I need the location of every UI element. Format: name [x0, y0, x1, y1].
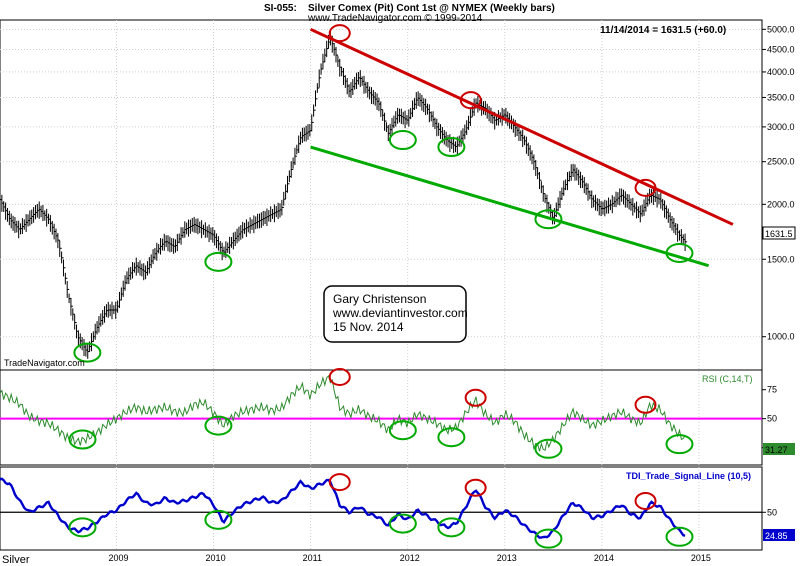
price-tick-label: 1000.0	[767, 332, 795, 342]
tdi-top-marker	[328, 473, 351, 492]
rsi-bottom-marker	[437, 427, 466, 448]
axis-labels: 2009 2010 2011 2012 2013 2014 2015 1000.0 1500.0…	[108, 24, 794, 563]
tdi-top-marker	[464, 478, 487, 497]
trendline	[309, 27, 734, 226]
price-top-marker	[634, 178, 657, 197]
rsi-top-marker	[634, 395, 657, 414]
circle-markers	[68, 24, 694, 549]
x-tick-label: 2014	[594, 553, 614, 563]
price-bars	[0, 31, 688, 359]
tdi-series	[0, 477, 686, 539]
price-bottom-marker	[437, 137, 466, 158]
watermark: TradeNavigator.com	[4, 358, 85, 368]
rsi-bottom-marker	[68, 429, 97, 450]
price-tick-label: 1500.0	[767, 254, 795, 264]
price-bottom-marker	[534, 209, 563, 230]
rsi-tick-label: 75	[767, 385, 777, 395]
x-tick-label: 2010	[206, 553, 226, 563]
price-tick-label: 5000.0	[767, 24, 795, 34]
annotation-box	[323, 285, 467, 343]
tdi-last-tag	[763, 529, 795, 541]
price-tick-label: 4500.0	[767, 44, 795, 54]
tdi-label: TDI_Trade_Signal_Line (10,5)	[626, 471, 751, 481]
tdi-top-marker	[634, 491, 657, 510]
rsi-bottom-marker	[204, 415, 233, 436]
rsi-tick-label: 50	[767, 414, 777, 424]
chart-copyright: www.TradeNavigator.com © 1999-2014	[307, 13, 483, 24]
x-tick-label: 2009	[108, 553, 128, 563]
trendline	[310, 145, 710, 268]
annotation-line-2: www.deviantinvestor.com	[332, 306, 468, 320]
annotation-line-3: 15 Nov. 2014	[333, 320, 404, 334]
rsi-panel	[0, 369, 763, 466]
last-price-tag	[762, 226, 796, 240]
price-tick-label: 4000.0	[767, 67, 795, 77]
trendlines	[309, 27, 734, 268]
x-tick-label: 2015	[691, 553, 711, 563]
x-tick-label: 2012	[400, 553, 420, 563]
indicator-level-lines	[0, 417, 762, 513]
rsi-label: RSI (C,14,T)	[702, 374, 753, 384]
rsi-line	[0, 374, 686, 452]
grid-lines	[0, 20, 762, 550]
chart-symbol: SI-055:	[264, 3, 297, 14]
tdi-bottom-marker	[665, 526, 694, 547]
tdi-bottom-marker	[437, 517, 466, 538]
tdi-panel	[0, 466, 763, 551]
tdi-bottom-marker	[204, 509, 233, 530]
tdi-tick-label: 50	[767, 507, 777, 517]
instrument-name: Silver	[2, 554, 30, 566]
x-tick-label: 2013	[497, 553, 517, 563]
last-quote: 11/14/2014 = 1631.5 (+60.0)	[600, 25, 726, 36]
price-bottom-marker	[73, 342, 102, 363]
rsi-series	[0, 374, 686, 452]
chart-title: Silver Comex (Pit) Cont 1st @ NYMEX (Wee…	[308, 3, 555, 14]
tdi-line	[0, 477, 686, 539]
tdi-bottom-marker	[68, 517, 97, 538]
rsi-bottom-marker	[665, 434, 694, 455]
price-tick-label: 2000.0	[767, 199, 795, 209]
tdi-last-value: 24.85	[765, 531, 788, 541]
price-tick-label: 2500.0	[767, 157, 795, 167]
rsi-bottom-marker	[388, 420, 417, 441]
price-bottom-marker	[388, 130, 417, 151]
price-tick-label: 3000.0	[767, 122, 795, 132]
annotation-line-1: Gary Christenson	[333, 292, 426, 306]
last-price-label: 1631.5	[765, 229, 793, 239]
price-bottom-marker	[204, 251, 233, 272]
rsi-last-tag	[763, 443, 795, 455]
rsi-last-value: 31.27	[765, 445, 788, 455]
x-tick-label: 2011	[303, 553, 322, 563]
rsi-top-marker	[464, 388, 487, 407]
rsi-top-marker	[328, 367, 351, 386]
price-bottom-marker	[665, 242, 694, 263]
price-tick-label: 3500.0	[767, 92, 795, 102]
price-top-marker	[459, 91, 482, 110]
price-top-marker	[328, 24, 351, 43]
tdi-bottom-marker	[534, 528, 563, 549]
rsi-bottom-marker	[534, 438, 563, 459]
tdi-bottom-marker	[388, 513, 417, 534]
